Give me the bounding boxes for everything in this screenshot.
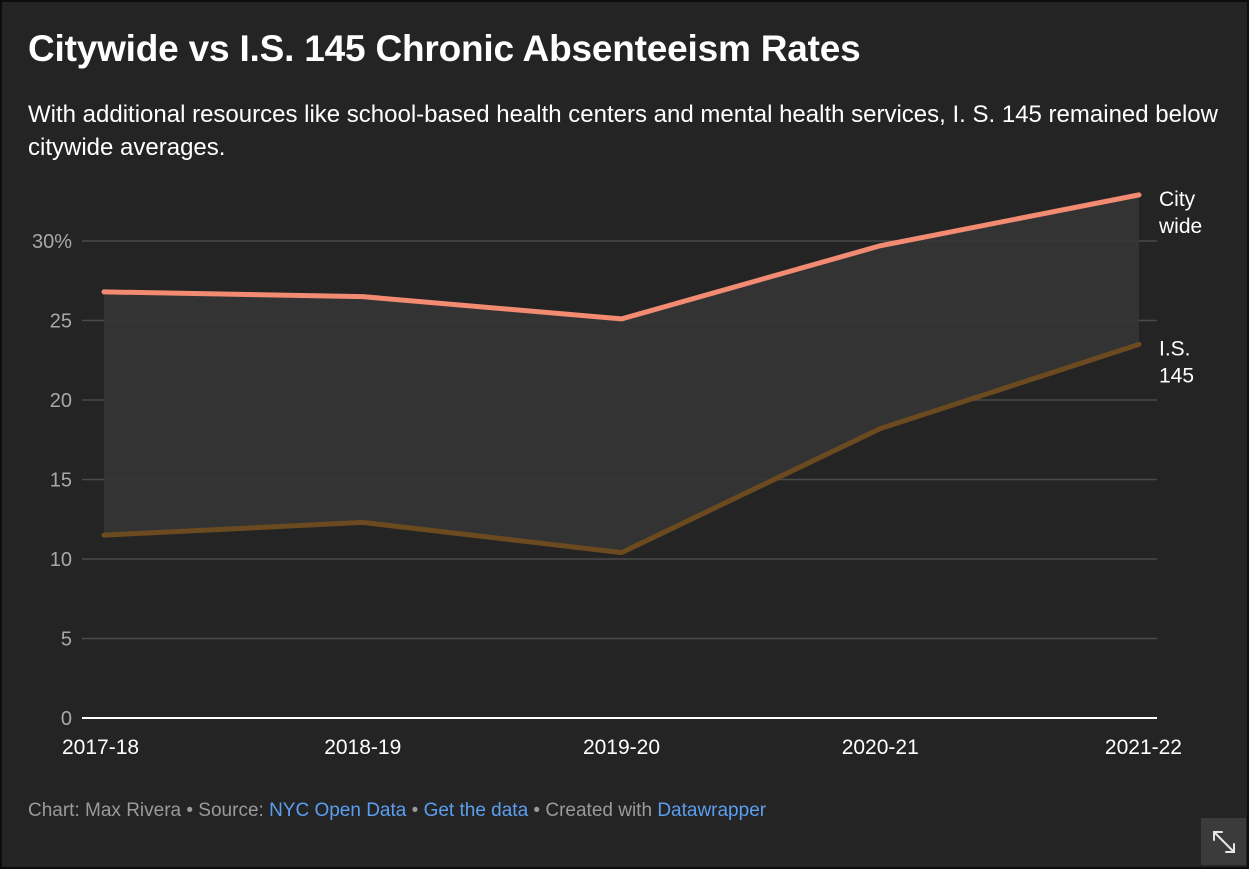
get-data-link[interactable]: Get the data xyxy=(423,800,529,821)
series-line-citywide xyxy=(101,192,1142,322)
y-tick-label: 5 xyxy=(61,629,72,651)
series-label: City xyxy=(1159,188,1196,211)
series-label: wide xyxy=(1158,215,1202,238)
y-tick-label: 0 xyxy=(61,708,72,730)
y-tick-label: 20 xyxy=(50,390,72,412)
footer-created-with: • Created with xyxy=(528,800,658,821)
y-tick-label: 30% xyxy=(32,231,72,253)
y-tick-label: 10 xyxy=(50,549,72,571)
series-line-is145 xyxy=(101,341,1142,556)
series-label: 145 xyxy=(1159,364,1194,387)
x-tick-label: 2019-20 xyxy=(583,736,660,759)
x-tick-label: 2018-19 xyxy=(324,736,401,759)
area-between-series xyxy=(104,194,1139,553)
chart-footer: Chart: Max Rivera • Source: NYC Open Dat… xyxy=(28,800,766,822)
chart-subtitle: With additional resources like school-ba… xyxy=(28,101,1218,161)
footer-credit: Chart: Max Rivera • Source: xyxy=(28,800,270,821)
y-tick-label: 25 xyxy=(50,311,72,333)
source-link[interactable]: NYC Open Data xyxy=(269,800,407,821)
datawrapper-link[interactable]: Datawrapper xyxy=(657,800,767,821)
series-label: I.S. xyxy=(1159,337,1191,360)
y-tick-label: 15 xyxy=(50,470,72,492)
expand-diagonal-icon xyxy=(1212,830,1235,853)
footer-separator: • xyxy=(406,800,424,821)
x-tick-label: 2020-21 xyxy=(842,736,919,759)
x-tick-label: 2017-18 xyxy=(62,736,139,759)
chart-title: Citywide vs I.S. 145 Chronic Absenteeism… xyxy=(28,28,861,69)
x-tick-label: 2021-22 xyxy=(1105,736,1182,759)
expand-button[interactable] xyxy=(1201,818,1246,865)
